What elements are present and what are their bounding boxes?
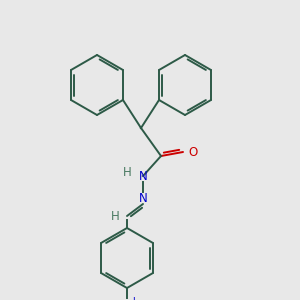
Text: N: N — [122, 299, 133, 300]
Text: N: N — [139, 169, 147, 182]
Text: N: N — [139, 191, 147, 205]
Text: H: H — [111, 209, 119, 223]
Text: +: + — [130, 296, 138, 300]
Text: O: O — [188, 146, 197, 158]
Text: H: H — [123, 166, 131, 178]
